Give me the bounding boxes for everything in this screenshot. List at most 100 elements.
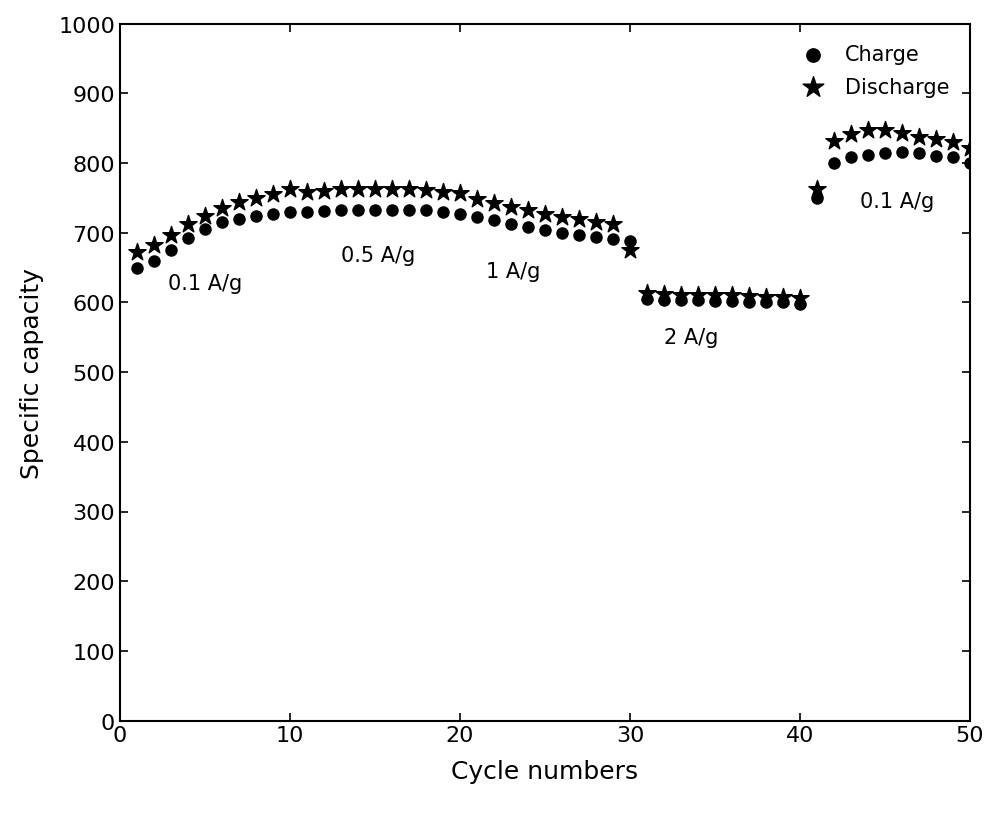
- Discharge: [622, 244, 638, 257]
- Charge: [214, 216, 230, 229]
- Charge: [724, 295, 740, 308]
- Charge: [197, 224, 213, 237]
- Charge: [860, 149, 876, 162]
- Discharge: [248, 192, 264, 205]
- Charge: [622, 235, 638, 248]
- Discharge: [367, 183, 383, 196]
- Discharge: [962, 142, 978, 155]
- Text: 0.1 A/g: 0.1 A/g: [168, 274, 242, 293]
- Y-axis label: Specific capacity: Specific capacity: [20, 267, 44, 478]
- Charge: [248, 210, 264, 224]
- Charge: [401, 204, 417, 217]
- Discharge: [724, 289, 740, 302]
- Discharge: [299, 187, 315, 200]
- Discharge: [469, 193, 485, 206]
- Charge: [299, 206, 315, 219]
- Discharge: [350, 183, 366, 196]
- Discharge: [928, 133, 944, 147]
- Charge: [707, 295, 723, 308]
- Charge: [877, 147, 893, 161]
- Text: 0.1 A/g: 0.1 A/g: [860, 192, 934, 212]
- Discharge: [180, 219, 196, 232]
- Charge: [435, 206, 451, 219]
- Discharge: [741, 290, 757, 303]
- Discharge: [792, 292, 808, 305]
- Discharge: [129, 247, 145, 260]
- Charge: [673, 294, 689, 307]
- Discharge: [758, 291, 774, 304]
- Charge: [639, 293, 655, 306]
- Charge: [571, 229, 587, 242]
- Discharge: [843, 128, 859, 141]
- Charge: [163, 244, 179, 257]
- Charge: [554, 227, 570, 240]
- Charge: [962, 157, 978, 170]
- Charge: [537, 224, 553, 238]
- Charge: [928, 151, 944, 164]
- Discharge: [520, 205, 536, 218]
- Charge: [231, 213, 247, 226]
- Discharge: [316, 185, 332, 198]
- Charge: [690, 294, 706, 307]
- Discharge: [673, 289, 689, 302]
- Text: 2 A/g: 2 A/g: [664, 328, 718, 348]
- Discharge: [537, 208, 553, 221]
- Charge: [520, 221, 536, 234]
- Charge: [741, 296, 757, 309]
- Discharge: [690, 289, 706, 302]
- Discharge: [214, 201, 230, 215]
- Discharge: [282, 183, 298, 197]
- Charge: [894, 146, 910, 159]
- Charge: [180, 233, 196, 246]
- Discharge: [554, 210, 570, 224]
- Charge: [843, 152, 859, 165]
- Charge: [129, 262, 145, 275]
- Charge: [469, 211, 485, 224]
- Charge: [605, 233, 621, 247]
- Discharge: [197, 210, 213, 224]
- Discharge: [826, 135, 842, 148]
- Discharge: [265, 188, 281, 201]
- Discharge: [231, 197, 247, 210]
- Discharge: [163, 229, 179, 242]
- Charge: [265, 208, 281, 221]
- Charge: [282, 206, 298, 219]
- Discharge: [911, 131, 927, 144]
- Discharge: [333, 183, 349, 197]
- Discharge: [486, 197, 502, 210]
- Discharge: [384, 183, 400, 196]
- X-axis label: Cycle numbers: Cycle numbers: [451, 759, 639, 784]
- Discharge: [503, 201, 519, 215]
- Charge: [945, 152, 961, 165]
- Charge: [350, 204, 366, 217]
- Discharge: [401, 183, 417, 197]
- Discharge: [775, 291, 791, 304]
- Text: 1 A/g: 1 A/g: [486, 262, 540, 282]
- Discharge: [435, 186, 451, 199]
- Charge: [367, 204, 383, 217]
- Discharge: [452, 188, 468, 201]
- Charge: [911, 147, 927, 161]
- Discharge: [571, 214, 587, 227]
- Charge: [792, 298, 808, 311]
- Discharge: [877, 124, 893, 137]
- Discharge: [588, 215, 604, 229]
- Legend: Charge, Discharge: Charge, Discharge: [782, 35, 960, 108]
- Charge: [503, 218, 519, 231]
- Charge: [809, 192, 825, 205]
- Charge: [486, 215, 502, 228]
- Discharge: [656, 288, 672, 301]
- Discharge: [894, 127, 910, 140]
- Charge: [775, 296, 791, 310]
- Discharge: [707, 289, 723, 302]
- Charge: [452, 208, 468, 221]
- Charge: [656, 294, 672, 307]
- Discharge: [945, 136, 961, 149]
- Charge: [316, 206, 332, 219]
- Text: 0.5 A/g: 0.5 A/g: [341, 246, 415, 265]
- Discharge: [146, 238, 162, 251]
- Discharge: [418, 184, 434, 197]
- Charge: [384, 204, 400, 217]
- Discharge: [860, 124, 876, 138]
- Charge: [758, 296, 774, 309]
